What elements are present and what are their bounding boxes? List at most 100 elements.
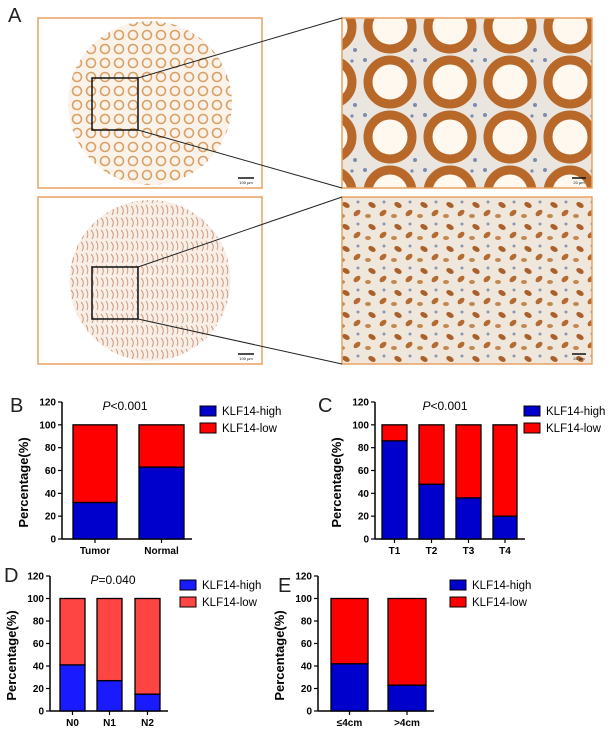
chart-title: P<0.001 <box>102 399 147 413</box>
bar-high <box>96 679 123 712</box>
p-value: <0.001 <box>430 399 467 413</box>
p-symbol: P <box>90 573 98 587</box>
x-tick-label: T4 <box>499 546 511 557</box>
chart-c: C 0 20 40 60 80 100 120 Percentage(%) T1 T2 T3 T4 P<0… <box>318 395 605 557</box>
bar-high <box>387 684 427 712</box>
legend-label: KLF14-low <box>202 597 258 609</box>
bar-high <box>134 693 161 712</box>
bar-high <box>72 501 118 540</box>
y-tick-label: 100 <box>27 594 44 605</box>
bar-low <box>72 424 118 504</box>
p-symbol: P <box>102 399 110 413</box>
x-tick-label: N2 <box>141 718 154 729</box>
charts: B 0 20 40 60 80 100 120 Percentage(%) Tumor Normal… <box>4 395 605 729</box>
y-tick-label: 0 <box>363 535 369 546</box>
legend-label: KLF14-low <box>472 597 528 609</box>
y-axis-label: Percentage(%) <box>16 437 31 527</box>
bar-high <box>138 466 185 540</box>
scale-bar-label: 100 μm <box>239 180 253 185</box>
bar-low <box>455 424 482 499</box>
x-tick-label: ≤4cm <box>337 718 363 729</box>
y-axis-label: Percentage(%) <box>272 610 287 700</box>
y-tick-label: 100 <box>295 594 312 605</box>
p-value: <0.001 <box>110 399 147 413</box>
x-tick-label: Tumor <box>80 546 110 557</box>
x-tick-label: T2 <box>426 546 438 557</box>
bar-high <box>381 440 408 540</box>
y-axis-label: Percentage(%) <box>4 610 19 700</box>
legend-label: KLF14-high <box>202 580 261 592</box>
legend-label: KLF14-low <box>222 423 278 435</box>
bar-low <box>59 597 86 666</box>
x-tick-label: N0 <box>66 718 79 729</box>
x-tick-label: N1 <box>103 718 116 729</box>
y-tick-label: 60 <box>45 466 57 477</box>
chart-b: B 0 20 40 60 80 100 120 Percentage(%) Tumor Normal… <box>10 395 281 557</box>
chart-title: P=0.040 <box>90 573 135 587</box>
y-tick-label: 40 <box>358 489 370 500</box>
bar-low <box>96 597 123 682</box>
normal-zoom-line <box>137 17 343 79</box>
y-tick-label: 60 <box>301 639 313 650</box>
chart-e: E 0 20 40 60 80 100 120 Percentage(%) ≤4cm >4cm KLF… <box>272 572 531 730</box>
chart-title: P<0.001 <box>422 399 467 413</box>
panel-label: D <box>4 565 18 587</box>
bar-low <box>138 424 185 468</box>
bar-low <box>492 424 518 517</box>
tumor-magnified-image <box>341 196 593 365</box>
tumor-zoom-box <box>91 266 139 320</box>
bar-low <box>134 597 161 695</box>
y-tick-label: 40 <box>301 662 313 673</box>
bar-low <box>381 424 408 442</box>
x-tick-label: T1 <box>389 546 401 557</box>
y-tick-label: 80 <box>301 617 313 628</box>
legend-label: KLF14-high <box>546 406 605 418</box>
x-tick-label: T3 <box>463 546 475 557</box>
normal-magnified-image <box>341 17 593 189</box>
y-tick-label: 80 <box>45 443 57 454</box>
p-value: =0.040 <box>98 573 135 587</box>
legend-swatch <box>449 579 467 591</box>
bar-high <box>492 515 518 540</box>
scale-bar-label: 100 μm <box>239 356 253 361</box>
y-tick-label: 60 <box>33 639 45 650</box>
bar-low <box>387 597 427 686</box>
panel-a-micrographs: A 100 μm 20 μm 100 μm 20 μm <box>8 5 593 365</box>
bar-high <box>455 497 482 540</box>
tumor-tissue-core <box>69 200 231 361</box>
legend-swatch <box>449 596 467 608</box>
p-symbol: P <box>422 399 430 413</box>
legend-label: KLF14-high <box>472 580 531 592</box>
tumor-zoom-line <box>137 318 343 365</box>
y-tick-label: 20 <box>301 684 313 695</box>
y-tick-label: 120 <box>352 398 369 409</box>
y-tick-label: 120 <box>39 398 56 409</box>
bar-high <box>330 663 369 712</box>
tumor-zoom-line <box>137 196 343 268</box>
y-tick-label: 20 <box>33 684 45 695</box>
chart-d: D 0 20 40 60 80 100 120 Percentage(%) N0 N1 N2 P=0.0… <box>4 565 261 729</box>
y-tick-label: 20 <box>45 512 57 523</box>
y-tick-label: 0 <box>50 535 56 546</box>
panel-label: B <box>10 395 23 417</box>
y-tick-label: 20 <box>358 512 370 523</box>
normal-zoom-box <box>91 77 139 131</box>
legend-swatch <box>523 422 541 434</box>
legend-swatch <box>199 422 217 434</box>
y-tick-label: 100 <box>39 420 56 431</box>
y-tick-label: 40 <box>33 662 45 673</box>
bar-high <box>59 664 86 712</box>
x-tick-label: Normal <box>144 546 179 557</box>
bar-high <box>418 483 445 540</box>
bar-low <box>418 424 445 485</box>
legend-label: KLF14-high <box>222 406 281 418</box>
y-tick-label: 80 <box>358 443 370 454</box>
y-tick-label: 80 <box>33 617 45 628</box>
scale-bar-label: 20 μm <box>573 180 585 185</box>
legend-swatch <box>179 596 197 608</box>
y-tick-label: 100 <box>352 420 369 431</box>
legend-swatch <box>179 579 197 591</box>
panel-label: C <box>318 395 332 417</box>
panel-label-a: A <box>8 5 22 27</box>
